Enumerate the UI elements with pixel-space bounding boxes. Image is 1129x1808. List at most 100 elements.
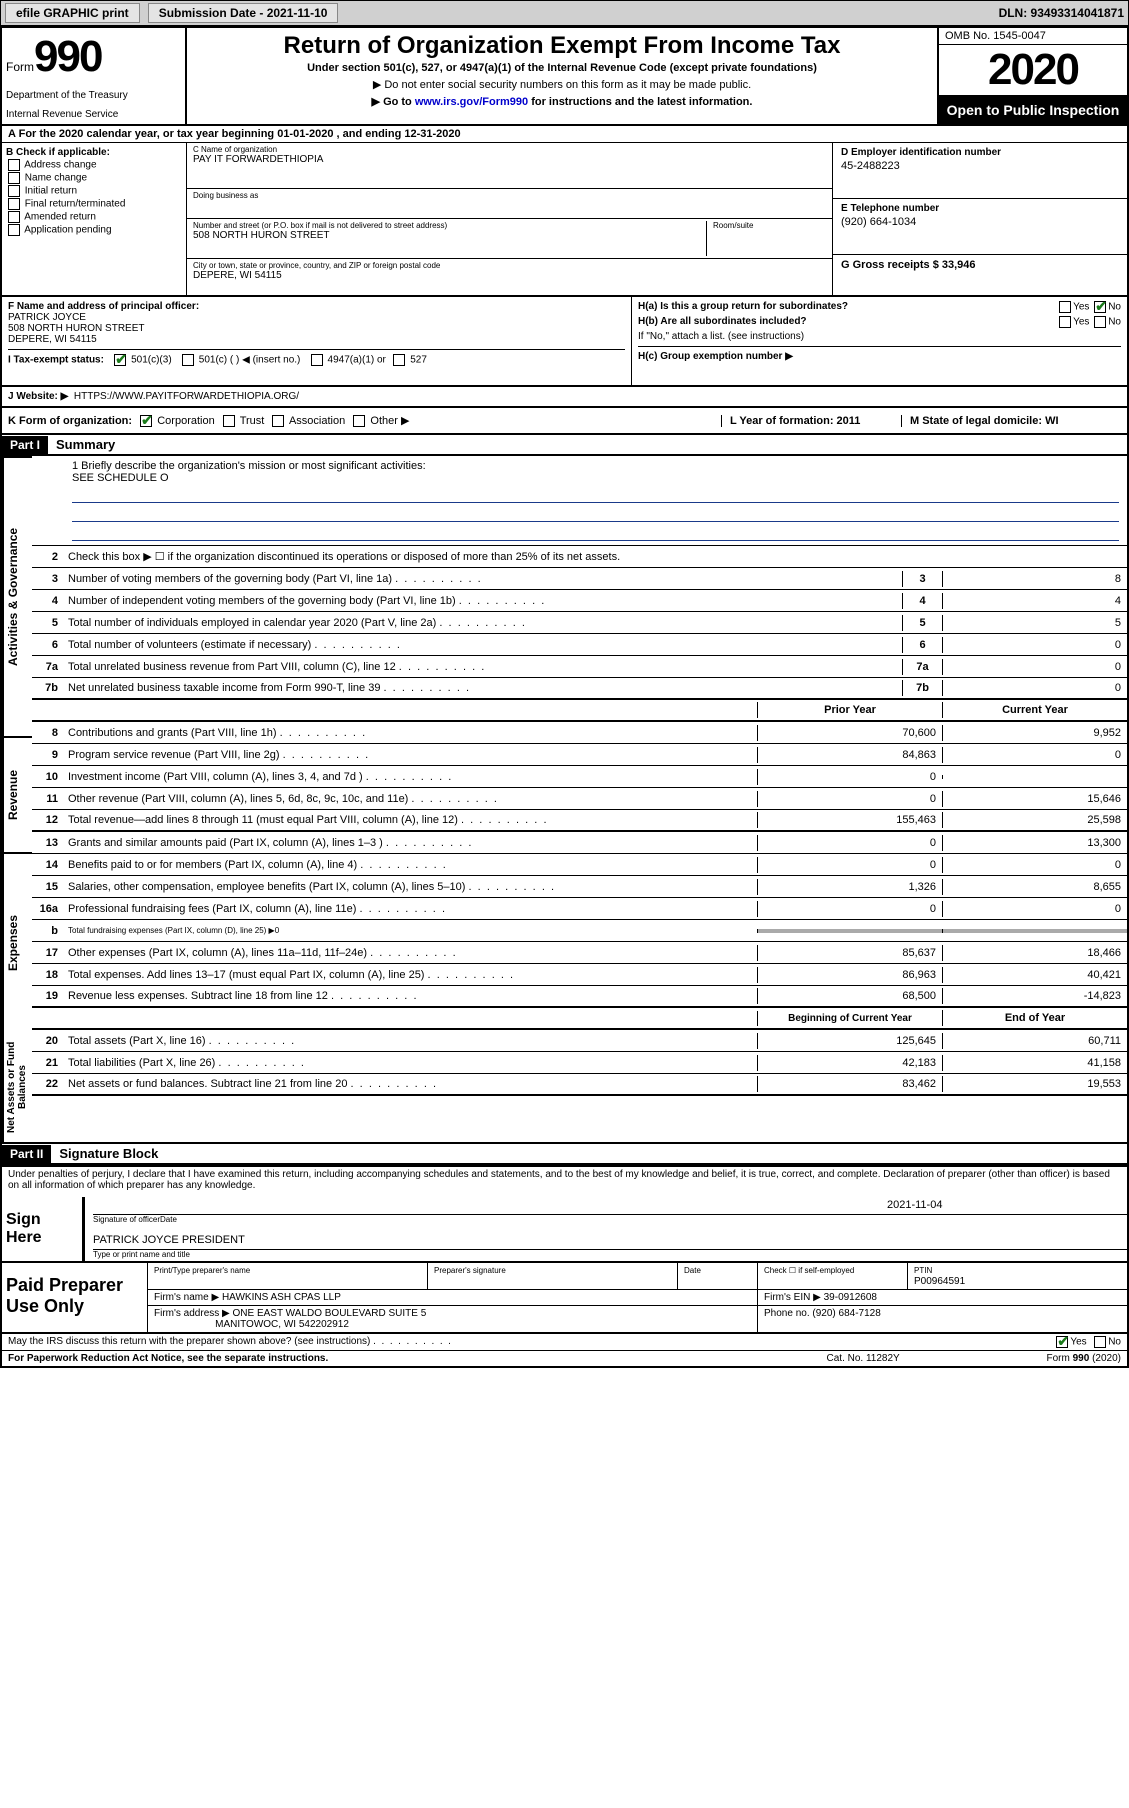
toolbar: efile GRAPHIC print Submission Date - 20… [0, 0, 1129, 26]
form990-link[interactable]: www.irs.gov/Form990 [415, 96, 528, 108]
discuss-no[interactable] [1094, 1336, 1106, 1348]
sign-here-row: Sign Here 2021-11-04 Signature of office… [2, 1197, 1127, 1261]
hb-no[interactable] [1094, 316, 1106, 328]
line20: 20Total assets (Part X, line 16) 125,645… [32, 1030, 1127, 1052]
ein-value: 45-2488223 [841, 160, 1119, 172]
sign-date: 2021-11-04 [887, 1199, 1127, 1212]
check-applicable-header: B Check if applicable: [6, 147, 110, 158]
chk-initial-return[interactable]: Initial return [6, 185, 182, 197]
chk-amended-return[interactable]: Amended return [6, 211, 182, 223]
officer-signature-name: PATRICK JOYCE PRESIDENT [93, 1234, 1127, 1247]
chk-trust[interactable] [223, 415, 235, 427]
part2-badge: Part II [2, 1145, 51, 1163]
chk-527[interactable] [393, 354, 405, 366]
line9: 9Program service revenue (Part VIII, lin… [32, 744, 1127, 766]
chk-other[interactable] [353, 415, 365, 427]
dln-label: DLN: 93493314041871 [999, 6, 1124, 20]
part1-title: Summary [48, 435, 123, 454]
mission-block: 1 Briefly describe the organization's mi… [32, 456, 1127, 546]
chk-501c3[interactable] [114, 354, 126, 366]
tax-year: 2020 [939, 45, 1127, 96]
line19: 19Revenue less expenses. Subtract line 1… [32, 986, 1127, 1008]
date-caption: Date [160, 1215, 177, 1224]
line17: 17Other expenses (Part IX, column (A), l… [32, 942, 1127, 964]
form-subtitle: Under section 501(c), 527, or 4947(a)(1)… [195, 62, 929, 74]
submission-date-btn[interactable]: Submission Date - 2021-11-10 [148, 3, 339, 23]
part1-body: Activities & Governance Revenue Expenses… [2, 456, 1127, 1142]
preparer-section: Paid Preparer Use Only Print/Type prepar… [2, 1261, 1127, 1332]
name-caption: Type or print name and title [93, 1250, 1127, 1259]
line3: 3Number of voting members of the governi… [32, 568, 1127, 590]
hc-label: H(c) Group exemption number ▶ [638, 351, 793, 362]
line10: 10Investment income (Part VIII, column (… [32, 766, 1127, 788]
room-label: Room/suite [713, 221, 826, 230]
end-year-header: End of Year [942, 1010, 1127, 1026]
lineb: bTotal fundraising expenses (Part IX, co… [32, 920, 1127, 942]
mission-value: SEE SCHEDULE O [72, 472, 1119, 484]
chk-application-pending[interactable]: Application pending [6, 224, 182, 236]
chk-address-change[interactable]: Address change [6, 159, 182, 171]
phone-value: (920) 664-1034 [841, 216, 1119, 228]
orgform-label: K Form of organization: [8, 415, 132, 427]
side-governance: Activities & Governance [2, 456, 32, 736]
line6: 6Total number of volunteers (estimate if… [32, 634, 1127, 656]
chk-name-change[interactable]: Name change [6, 172, 182, 184]
gross-receipts: G Gross receipts $ 33,946 [841, 259, 976, 271]
chk-4947[interactable] [311, 354, 323, 366]
preparer-label: Paid Preparer Use Only [2, 1263, 147, 1332]
tax-year-line: A For the 2020 calendar year, or tax yea… [2, 126, 1127, 143]
chk-assoc[interactable] [272, 415, 284, 427]
chk-corp[interactable] [140, 415, 152, 427]
officer-cell: F Name and address of principal officer:… [2, 297, 632, 385]
line8: 8Contributions and grants (Part VIII, li… [32, 722, 1127, 744]
chk-final-return[interactable]: Final return/terminated [6, 198, 182, 210]
year-header-row: Prior Year Current Year [32, 700, 1127, 722]
goto-prefix: ▶ Go to [372, 96, 415, 108]
side-balances: Net Assets or Fund Balances [2, 1032, 32, 1142]
chk-501c[interactable] [182, 354, 194, 366]
form-header: Form 990 Department of the Treasury Inte… [2, 28, 1127, 126]
part2-header: Part II Signature Block [2, 1142, 1127, 1165]
hb-label: H(b) Are all subordinates included? [638, 316, 807, 327]
side-revenue: Revenue [2, 736, 32, 852]
state-domicile: M State of legal domicile: WI [910, 415, 1059, 427]
open-public-badge: Open to Public Inspection [939, 96, 1127, 124]
form-title: Return of Organization Exempt From Incom… [195, 32, 929, 60]
officer-name: PATRICK JOYCE [8, 312, 86, 323]
goto-suffix: for instructions and the latest informat… [528, 96, 752, 108]
title-cell: Return of Organization Exempt From Incom… [187, 28, 937, 124]
prior-year-header: Prior Year [757, 702, 942, 718]
ha-no[interactable] [1094, 301, 1106, 313]
website-row: J Website: ▶ HTTPS://WWW.PAYITFORWARDETH… [2, 387, 1127, 408]
org-name-label: C Name of organization [193, 145, 826, 154]
dba-label: Doing business as [193, 191, 826, 200]
ssn-note: ▶ Do not enter social security numbers o… [195, 78, 929, 91]
efile-badge[interactable]: efile GRAPHIC print [5, 3, 140, 23]
group-return-cell: H(a) Is this a group return for subordin… [632, 297, 1127, 385]
entity-name-col: C Name of organization PAY IT FORWARDETH… [187, 143, 832, 295]
line21: 21Total liabilities (Part X, line 26) 42… [32, 1052, 1127, 1074]
sign-here-label: Sign Here [2, 1197, 82, 1261]
hb-note: If "No," attach a list. (see instruction… [638, 331, 1121, 342]
ha-yes[interactable] [1059, 301, 1071, 313]
line13: 13Grants and similar amounts paid (Part … [32, 832, 1127, 854]
website-value: HTTPS://WWW.PAYITFORWARDETHIOPIA.ORG/ [74, 391, 299, 402]
officer-label: F Name and address of principal officer: [8, 301, 199, 312]
officer-group-row: F Name and address of principal officer:… [2, 297, 1127, 387]
side-expenses: Expenses [2, 852, 32, 1032]
entity-right-col: D Employer identification number 45-2488… [832, 143, 1127, 295]
discuss-yes[interactable] [1056, 1336, 1068, 1348]
omb-number: OMB No. 1545-0047 [939, 28, 1127, 45]
current-year-header: Current Year [942, 702, 1127, 718]
form-id-cell: Form 990 Department of the Treasury Inte… [2, 28, 187, 124]
hb-yes[interactable] [1059, 316, 1071, 328]
dept-irs: Internal Revenue Service [6, 109, 181, 120]
part1-header: Part I Summary [2, 435, 1127, 456]
form-number: 990 [34, 32, 101, 82]
line12: 12Total revenue—add lines 8 through 11 (… [32, 810, 1127, 832]
ha-label: H(a) Is this a group return for subordin… [638, 301, 848, 312]
line16a: 16aProfessional fundraising fees (Part I… [32, 898, 1127, 920]
line18: 18Total expenses. Add lines 13–17 (must … [32, 964, 1127, 986]
line2: 2Check this box ▶ ☐ if the organization … [32, 546, 1127, 568]
street-value: 508 NORTH HURON STREET [193, 230, 706, 241]
